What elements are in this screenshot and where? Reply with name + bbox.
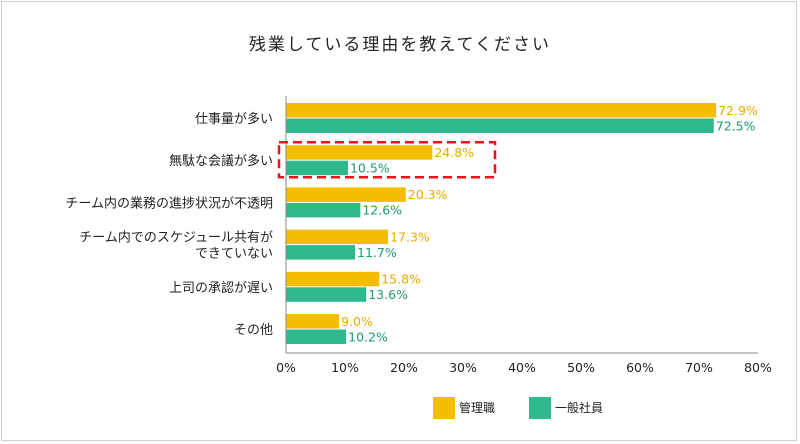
- bar-manager-3: [286, 229, 389, 245]
- x-tick-label: 80%: [744, 360, 772, 375]
- bar-employee-3: [286, 245, 356, 260]
- data-label: 11.7%: [357, 245, 397, 260]
- data-label: 10.5%: [350, 160, 390, 175]
- bar-manager-5: [286, 314, 340, 329]
- category-label: 仕事量が多い: [195, 111, 273, 127]
- chart-title: 残業している理由を教えてください: [248, 35, 552, 55]
- data-label: 72.9%: [718, 103, 758, 118]
- x-tick-label: 0%: [276, 360, 296, 375]
- category-label: 上司の承認が遅い: [169, 280, 273, 296]
- bar-employee-4: [286, 287, 367, 302]
- bar-employee-2: [286, 202, 361, 218]
- x-tick-label: 70%: [685, 360, 713, 375]
- data-label: 24.8%: [434, 145, 474, 160]
- x-tick-label: 50%: [567, 360, 595, 375]
- bar-employee-5: [286, 329, 347, 344]
- data-label: 15.8%: [381, 272, 421, 287]
- category-label: チーム内の業務の進捗状況が不透明: [65, 195, 273, 211]
- highlight-box: [277, 140, 497, 179]
- data-label: 12.6%: [362, 203, 402, 218]
- bar-manager-4: [286, 271, 380, 287]
- x-tick-label: 20%: [390, 360, 418, 375]
- bar-manager-0: [286, 103, 717, 118]
- legend-swatch: [529, 397, 551, 419]
- bar-employee-1: [286, 160, 348, 176]
- bar-employee-0: [286, 118, 714, 133]
- data-label: 20.3%: [408, 187, 448, 202]
- data-label: 10.2%: [348, 329, 388, 344]
- x-tick-label: 60%: [626, 360, 654, 375]
- data-label: 13.6%: [368, 287, 408, 302]
- data-label: 72.5%: [716, 118, 756, 133]
- category-label: 無駄な会議が多い: [169, 153, 273, 169]
- legend-swatch: [433, 397, 455, 419]
- category-label: チーム内でのスケジュール共有ができていない: [79, 230, 273, 262]
- legend-label: 管理職: [459, 400, 495, 415]
- legend-label: 一般社員: [555, 400, 603, 415]
- x-tick-label: 40%: [508, 360, 536, 375]
- bar-manager-2: [286, 187, 406, 202]
- x-tick-label: 30%: [449, 360, 477, 375]
- x-tick-label: 10%: [331, 360, 359, 375]
- data-label: 17.3%: [390, 229, 430, 244]
- bar-manager-1: [286, 145, 433, 160]
- data-label: 9.0%: [341, 314, 373, 329]
- category-label: その他: [234, 323, 273, 338]
